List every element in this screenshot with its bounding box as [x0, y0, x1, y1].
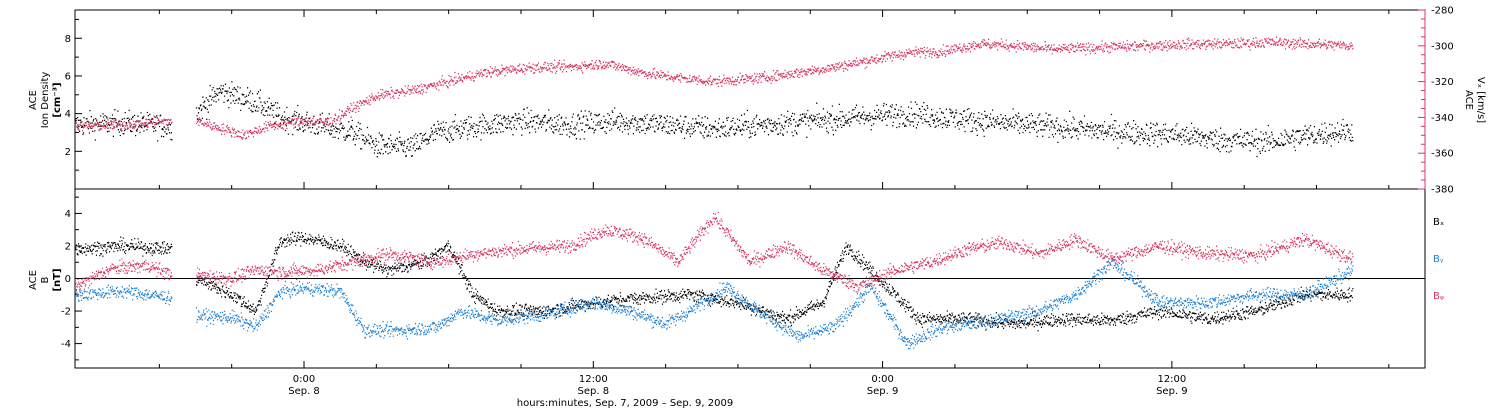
bottom-panel-data [75, 211, 1354, 350]
top-right-tick-label: -320 [1431, 77, 1454, 88]
top-right-label-vx: Vₓ [km/s] [1475, 77, 1486, 123]
bottom-left-axis-label: ACE B [nT] [28, 268, 63, 291]
legend: Bₓ Bᵧ Bᵩ [1433, 217, 1444, 302]
x-tick-date: Sep. 8 [288, 386, 320, 397]
axis-ticks: 2 4 6 8 -380 -360 -340 -320 -300 -280 -4 -2 0 2 4 [61, 6, 1454, 361]
x-tick-time: 0:00 [293, 374, 315, 385]
top-left-label-ion-density: Ion Density [40, 72, 51, 129]
bottom-tick-label: 0 [65, 274, 71, 285]
x-axis-title: hours:minutes, Sep. 7, 2009 – Sep. 9, 20… [517, 398, 733, 409]
legend-bz: Bᵩ [1433, 291, 1444, 302]
bottom-left-label-units: [nT] [52, 268, 63, 291]
x-tick-date: Sep. 9 [1156, 386, 1188, 397]
x-tick-time: 12:00 [579, 374, 608, 385]
top-right-tick-label: -300 [1431, 41, 1454, 52]
top-left-axis-label: ACE Ion Density [cm⁻³] [28, 72, 63, 129]
top-left-tick-label: 2 [65, 147, 71, 158]
bottom-tick-label: -2 [61, 307, 71, 318]
bottom-tick-label: 4 [65, 209, 71, 220]
x-tick-date: Sep. 8 [578, 386, 610, 397]
legend-by: Bᵧ [1433, 254, 1444, 265]
x-tick-time: 0:00 [871, 374, 893, 385]
top-right-tick-label: -360 [1431, 149, 1454, 160]
top-right-axis-label: ACE Vₓ [km/s] [1463, 77, 1486, 123]
bottom-left-label-b: B [40, 276, 51, 283]
bottom-tick-label: 2 [65, 241, 71, 252]
x-tick-date: Sep. 9 [867, 386, 899, 397]
top-left-tick-label: 4 [65, 109, 71, 120]
top-right-label-ace: ACE [1463, 90, 1474, 110]
top-right-tick-label: -380 [1431, 185, 1454, 196]
bottom-left-label-ace: ACE [28, 270, 39, 290]
bottom-tick-label: -4 [61, 339, 71, 350]
top-left-tick-label: 8 [65, 34, 71, 45]
top-left-tick-label: 6 [65, 71, 71, 82]
top-right-tick-label: -280 [1431, 6, 1454, 17]
top-panel-data [75, 36, 1354, 158]
x-tick-time: 12:00 [1157, 374, 1186, 385]
ion-density-series [75, 81, 1354, 158]
bx-series [75, 231, 1354, 332]
vx-velocity-series [75, 36, 1354, 140]
top-right-tick-label: -340 [1431, 113, 1454, 124]
top-panel-frame [74, 9, 1426, 190]
legend-bx: Bₓ [1433, 217, 1444, 228]
top-left-label-ace: ACE [28, 90, 39, 110]
top-left-label-units: [cm⁻³] [52, 82, 63, 117]
bz-series [75, 211, 1354, 293]
by-series [75, 258, 1354, 350]
